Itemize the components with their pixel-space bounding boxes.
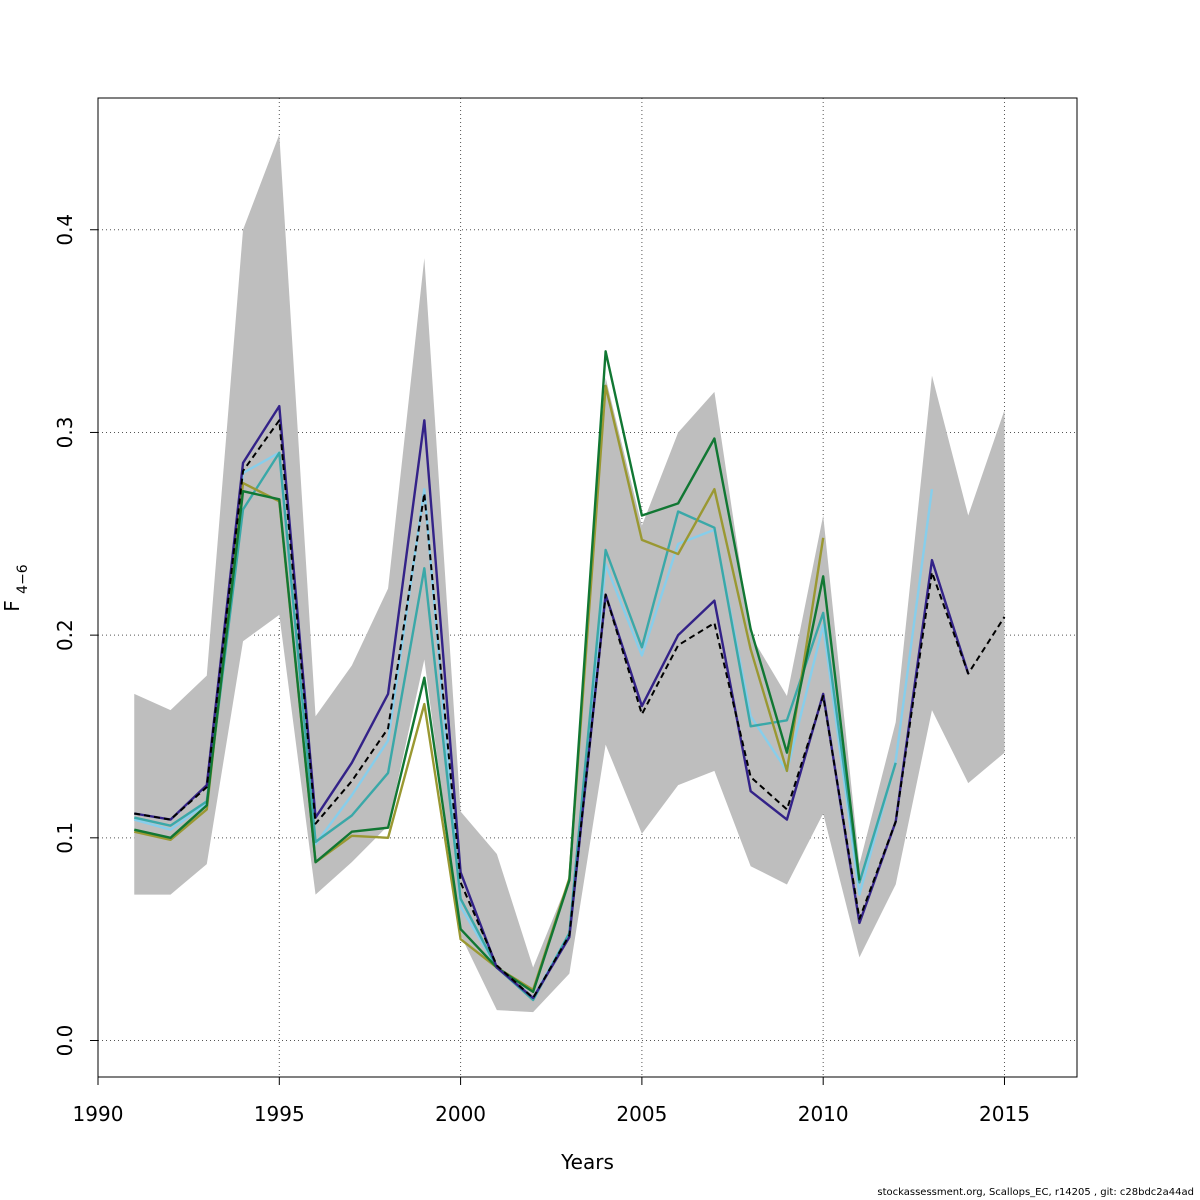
y-tick-label: 0.2 <box>53 619 77 651</box>
x-axis: 1990 1995 2000 2005 2010 2015 <box>73 1076 1030 1126</box>
y-axis-title-main: F <box>0 600 24 612</box>
y-axis: 0.0 0.1 0.2 0.3 0.4 <box>53 214 99 1057</box>
y-tick-label: 0.3 <box>53 417 77 449</box>
x-tick-label: 1995 <box>254 1102 305 1126</box>
series-lines <box>133 350 1006 1002</box>
y-tick-label: 0.0 <box>53 1025 77 1057</box>
y-tick-label: 0.4 <box>53 214 77 246</box>
y-tick-label: 0.1 <box>53 822 77 854</box>
x-tick-label: 2015 <box>979 1102 1030 1126</box>
series-line-3 <box>133 384 825 992</box>
confidence-band-area <box>134 134 1005 1013</box>
x-tick-label: 2005 <box>616 1102 667 1126</box>
svg-text:F 4−6: F 4−6 <box>0 564 31 612</box>
series-line-0 <box>134 419 1006 999</box>
x-tick-label: 2010 <box>798 1102 849 1126</box>
confidence-band <box>134 134 1005 1013</box>
x-tick-label: 2000 <box>435 1102 486 1126</box>
y-axis-title-subscript: 4−6 <box>15 564 31 594</box>
x-tick-label: 1990 <box>73 1102 124 1126</box>
y-axis-title: F 4−6 <box>0 564 31 612</box>
x-axis-title: Years <box>560 1150 614 1174</box>
footer-credit: stockassessment.org, Scallops_EC, r14205… <box>877 1187 1194 1198</box>
